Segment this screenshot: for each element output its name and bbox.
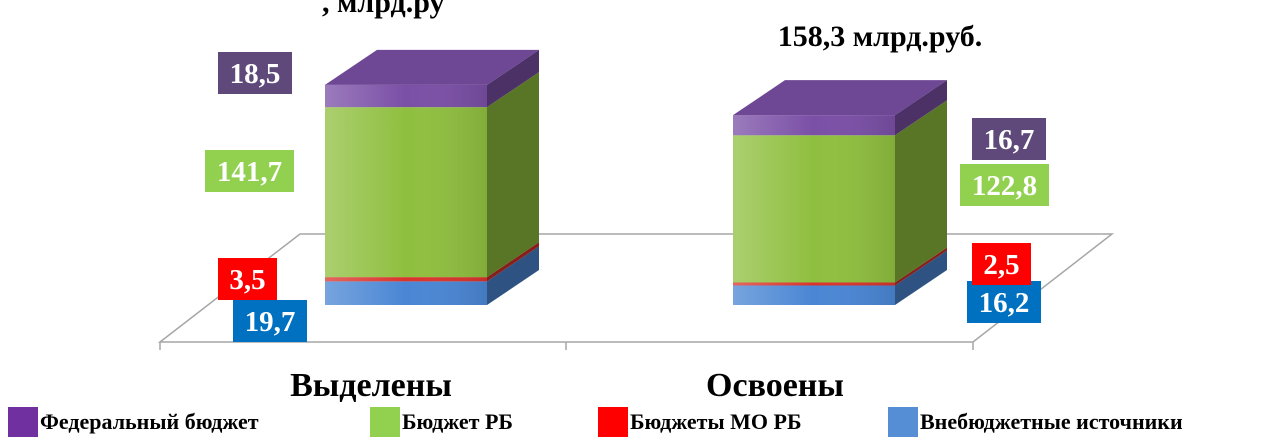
bar-side-rb-1	[895, 100, 947, 283]
data-label-text-federal-1: 16,7	[984, 124, 1035, 156]
total-label-1: 158,3 млрд.руб.	[778, 20, 983, 53]
bar-side-extra-1	[895, 250, 947, 305]
legend-swatch-rb	[370, 406, 400, 437]
data-label-box-rb-0	[205, 150, 294, 192]
chart-title-partial: , млрд.ру	[322, 0, 445, 19]
data-labels-layer: 19,7 3,5 141,7 18,5 16,2 2,5 122,8 16,7	[205, 52, 1049, 342]
bar-segment-mo-0	[325, 242, 539, 282]
bar-segment-federal-0	[325, 49, 539, 108]
bar-highlight-federal-1	[733, 115, 895, 136]
bar-highlight-rb-1	[733, 135, 895, 283]
bar-side-mo-0	[487, 242, 539, 282]
category-label-1: Освоены	[706, 367, 844, 404]
legend-swatch-extra	[888, 406, 918, 437]
legend-item-rb: Бюджет РБ	[370, 404, 513, 439]
data-label-extra-0: 19,7	[233, 300, 307, 342]
data-label-box-federal-0	[218, 52, 292, 94]
data-label-mo-0: 3,5	[218, 258, 277, 300]
bar-side-rb-0	[487, 72, 539, 278]
data-label-text-extra-1: 16,2	[979, 287, 1030, 319]
data-label-text-mo-0: 3,5	[229, 264, 265, 296]
legend-swatch-mo	[598, 406, 628, 437]
bar-segment-mo-1	[733, 247, 947, 286]
data-label-rb-1: 122,8	[960, 164, 1049, 206]
data-label-box-federal-1	[972, 118, 1046, 160]
bar-highlight-mo-1	[733, 282, 895, 286]
bar-side-federal-1	[895, 80, 947, 136]
data-label-text-mo-1: 2,5	[983, 249, 1019, 281]
legend-label-rb: Бюджет РБ	[402, 408, 513, 434]
data-label-box-extra-1	[967, 281, 1041, 323]
bar-side-extra-0	[487, 246, 539, 305]
data-label-box-mo-1	[972, 243, 1031, 285]
data-label-text-rb-1: 122,8	[972, 170, 1037, 202]
data-label-box-rb-1	[960, 164, 1049, 206]
legend-item-mo: Бюджеты МО РБ	[598, 404, 802, 439]
data-label-text-federal-0: 18,5	[230, 58, 281, 90]
bar-side-mo-1	[895, 247, 947, 286]
bar-side-federal-0	[487, 49, 539, 108]
data-label-rb-0: 141,7	[205, 150, 294, 192]
legend: Федеральный бюджет Бюджет РБ Бюджеты МО …	[0, 404, 1261, 439]
bar-highlight-extra-0	[325, 281, 487, 305]
bar-segment-extra-0	[325, 246, 539, 305]
data-label-text-extra-0: 19,7	[245, 306, 296, 338]
legend-label-extra: Внебюджетные источники	[920, 408, 1183, 434]
data-label-box-mo-0	[218, 258, 277, 300]
bar-highlight-extra-1	[733, 285, 895, 305]
bar-segment-federal-1	[733, 80, 947, 136]
bar-segment-rb-0	[325, 72, 539, 278]
bar-segment-extra-1	[733, 250, 947, 305]
category-label-0: Выделены	[290, 367, 452, 404]
data-label-federal-1: 16,7	[972, 118, 1046, 160]
data-label-text-rb-0: 141,7	[217, 156, 282, 188]
bar-highlight-federal-0	[325, 84, 487, 108]
data-label-box-extra-0	[233, 300, 307, 342]
legend-item-federal: Федеральный бюджет	[8, 404, 259, 439]
legend-label-federal: Федеральный бюджет	[40, 408, 259, 434]
bars-layer	[325, 49, 947, 305]
legend-label-mo: Бюджеты МО РБ	[630, 408, 802, 434]
bar-top-federal-0	[325, 49, 539, 85]
bar-segment-rb-1	[733, 100, 947, 283]
bar-top-federal-1	[733, 80, 947, 116]
legend-swatch-federal	[8, 406, 38, 437]
legend-item-extra: Внебюджетные источники	[888, 404, 1183, 439]
data-label-mo-1: 2,5	[972, 243, 1031, 285]
data-label-extra-1: 16,2	[967, 281, 1041, 323]
bar-highlight-mo-0	[325, 277, 487, 282]
bar-highlight-rb-0	[325, 107, 487, 278]
data-label-federal-0: 18,5	[218, 52, 292, 94]
